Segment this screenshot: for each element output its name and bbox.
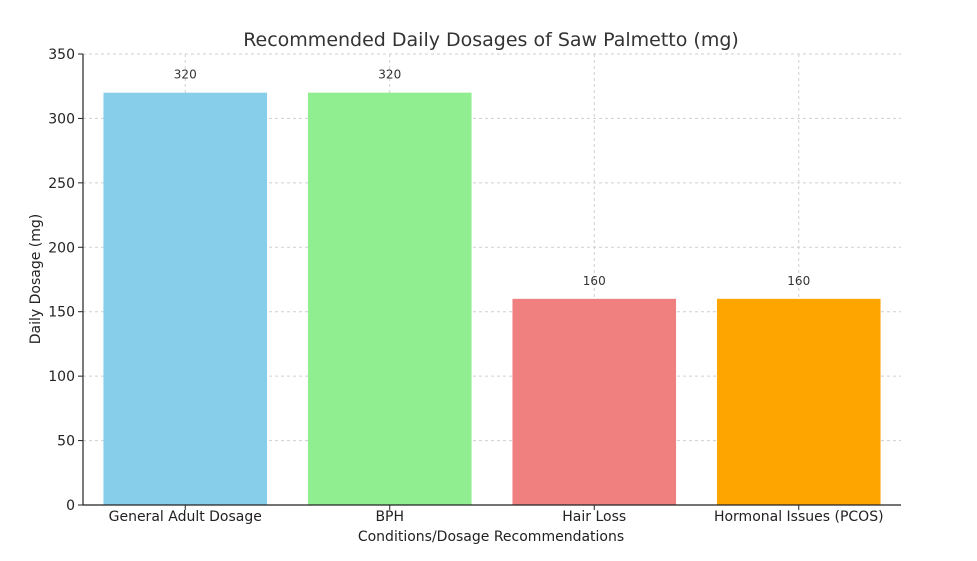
chart-title: Recommended Daily Dosages of Saw Palmett… [243,29,739,51]
bar-bph [307,92,472,506]
y-tick-label: 150 [48,305,75,321]
x-tick-label: Hair Loss [562,509,626,525]
bar-hair-loss [512,298,677,505]
bar-data-label: 160 [787,274,810,288]
bar-data-label: 320 [378,68,401,82]
bar-hormonal-issues-pcos [716,298,881,505]
bar-general-adult-dosage [103,92,268,506]
y-tick-label: 100 [48,369,75,385]
labels-layer: 0 50 100 150 200 250 300 350 General Adult Dosag… [48,47,883,525]
bar-data-label: 160 [583,274,606,288]
axes-layer [78,53,901,510]
y-tick-label: 0 [66,498,75,514]
x-tick-label: Hormonal Issues (PCOS) [714,509,884,525]
y-tick-label: 50 [57,434,75,450]
y-tick-label: 200 [48,240,75,256]
bars-layer [103,92,881,506]
y-tick-label: 250 [48,176,75,192]
x-tick-label: General Adult Dosage [109,509,262,525]
y-axis-label: Daily Dosage (mg) [28,214,44,345]
y-tick-label: 350 [48,47,75,63]
y-tick-label: 300 [48,111,75,127]
x-tick-label: BPH [375,509,404,525]
x-axis-label: Conditions/Dosage Recommendations [358,529,624,545]
bar-data-label: 320 [174,68,197,82]
